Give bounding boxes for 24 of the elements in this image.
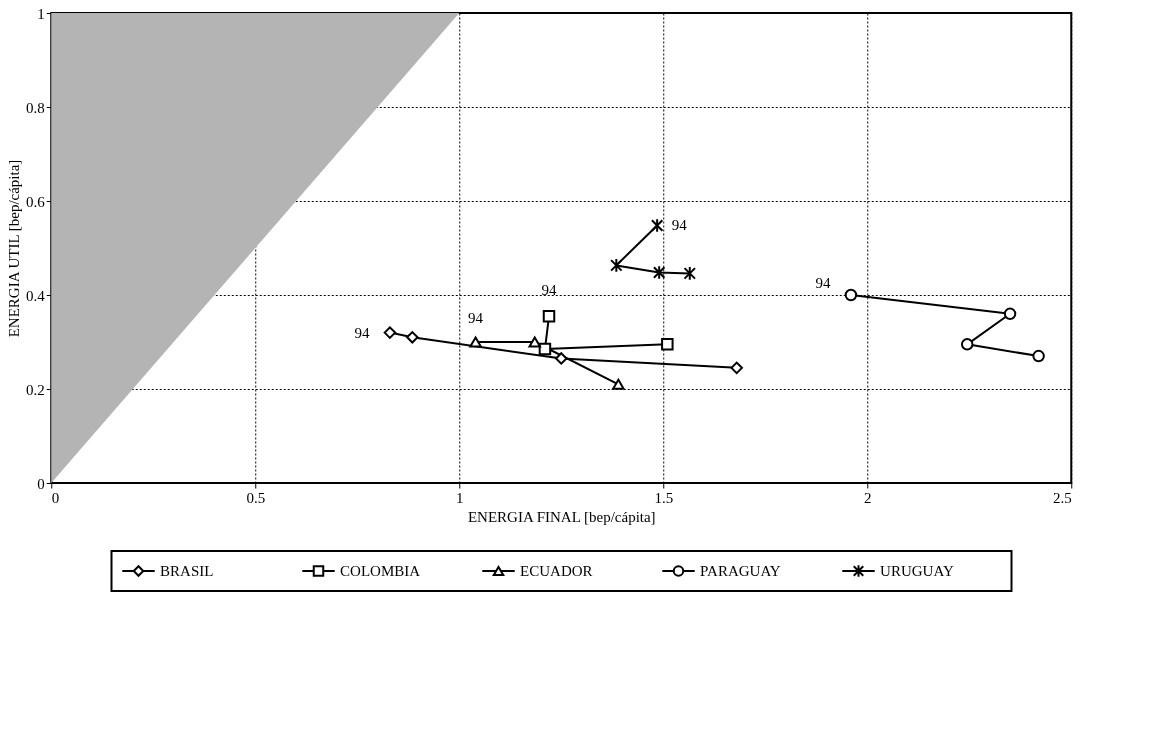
x-tick-label: 1 [456, 489, 464, 506]
annotation: 94 [468, 310, 484, 326]
annotation: 94 [541, 282, 558, 299]
legend-label: PARAGUAY [700, 563, 781, 579]
y-axis-title: ENERGIA UTIL [bep/cápita] [6, 159, 22, 338]
legend-label: COLOMBIA [340, 563, 421, 579]
y-tick-label: 0.2 [26, 381, 45, 398]
y-tick-label: 0.4 [26, 287, 46, 304]
annotation: 94 [815, 275, 831, 291]
y-tick-label: 1 [37, 5, 45, 22]
x-tick-label: 0 [51, 489, 60, 506]
y-tick-label: 0.8 [26, 99, 45, 116]
annotation: 94 [354, 324, 370, 341]
x-tick-label: 0.5 [246, 489, 266, 506]
y-tick-label: 0.6 [26, 193, 46, 210]
x-tick-label: 1.5 [654, 489, 674, 506]
legend-label: ECUADOR [520, 563, 593, 579]
x-tick-label: 2.5 [1053, 489, 1072, 506]
legend-label: BRASIL [160, 563, 214, 579]
y-tick-label: 0 [37, 475, 45, 492]
x-tick-label: 2 [864, 489, 872, 506]
x-axis-title: ENERGIA FINAL [bep/cápita] [467, 508, 656, 525]
legend-label: URUGUAY [880, 563, 954, 579]
annotation: 94 [671, 217, 688, 234]
